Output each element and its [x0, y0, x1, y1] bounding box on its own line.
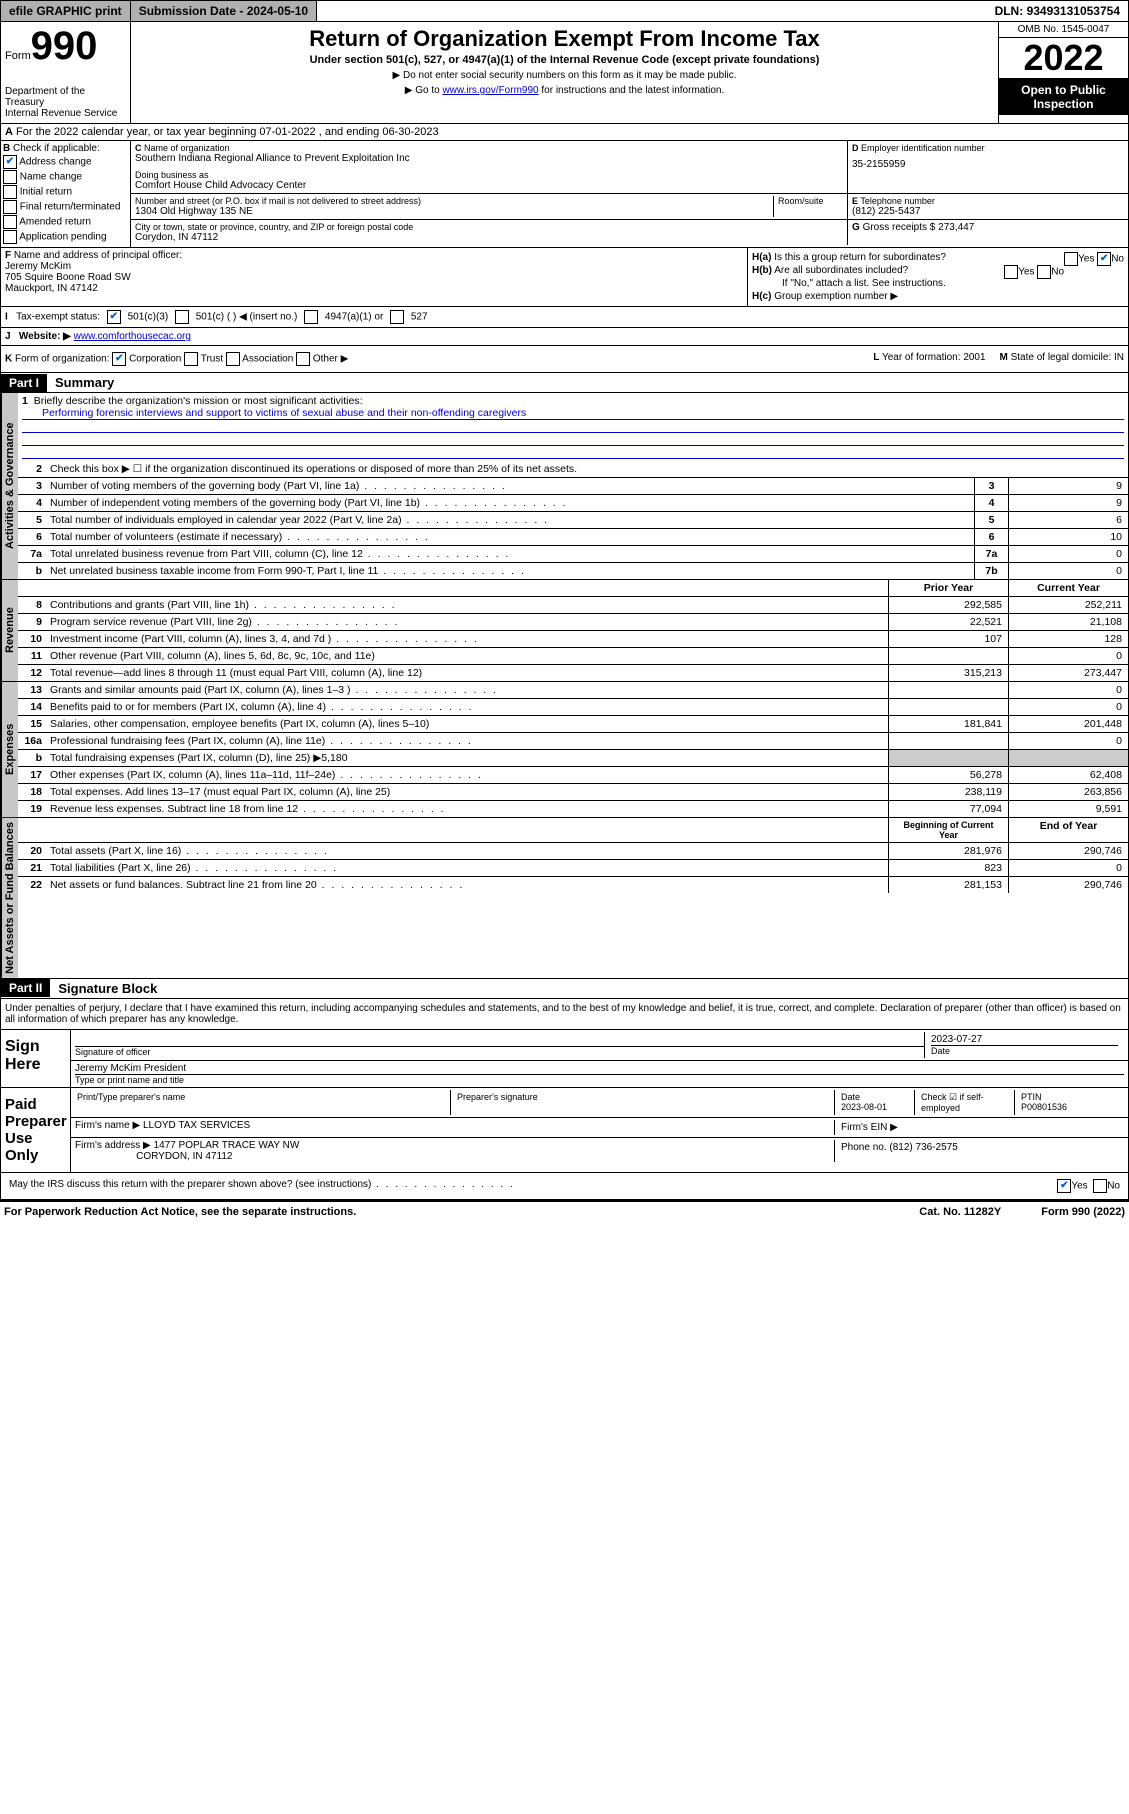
omb-number: OMB No. 1545-0047: [999, 22, 1128, 38]
vtab-revenue: Revenue: [1, 580, 18, 681]
state-domicile: IN: [1114, 352, 1124, 363]
cb-final-return[interactable]: Final return/terminated: [3, 200, 128, 214]
public-inspection: Open to Public Inspection: [999, 79, 1128, 115]
activities-governance: Activities & Governance 1 Briefly descri…: [0, 393, 1129, 580]
mission-text: Performing forensic interviews and suppo…: [22, 407, 1124, 420]
dln-label: DLN: 93493131053754: [987, 1, 1128, 21]
website-link[interactable]: www.comforthousecac.org: [74, 331, 191, 342]
dept-treasury: Department of the Treasury: [5, 86, 126, 108]
val-6: 10: [1008, 529, 1128, 545]
section-klm: K Form of organization: ✔ Corporation Tr…: [0, 346, 1129, 373]
val-5: 6: [1008, 512, 1128, 528]
section-bc: B Check if applicable: ✔ Address change …: [0, 141, 1129, 248]
cb-trust[interactable]: [184, 352, 198, 366]
firm-address: 1477 POPLAR TRACE WAY NW: [154, 1140, 300, 1151]
sign-here-label: Sign Here: [1, 1030, 71, 1087]
city-state-zip: Corydon, IN 47112: [135, 232, 843, 243]
ein: 35-2155959: [852, 159, 1124, 170]
form-subtitle: Under section 501(c), 527, or 4947(a)(1)…: [135, 54, 994, 66]
goto-note: ▶ Go to www.irs.gov/Form990 for instruct…: [135, 85, 994, 96]
year-formation: 2001: [963, 352, 985, 363]
signature-block: Under penalties of perjury, I declare th…: [0, 999, 1129, 1200]
prep-date: 2023-08-01: [841, 1102, 908, 1112]
ssn-note: ▶ Do not enter social security numbers o…: [135, 70, 994, 81]
officer-signed-name: Jeremy McKim President: [75, 1063, 1124, 1074]
cb-corporation[interactable]: ✔: [112, 352, 126, 366]
irs-label: Internal Revenue Service: [5, 108, 126, 119]
vtab-expenses: Expenses: [1, 682, 18, 817]
section-i: I Tax-exempt status: ✔ 501(c)(3) 501(c) …: [0, 307, 1129, 328]
sign-date: 2023-07-27: [931, 1034, 1118, 1045]
section-fh: F Name and address of principal officer:…: [0, 248, 1129, 307]
paid-preparer-label: Paid Preparer Use Only: [1, 1088, 71, 1172]
cb-4947[interactable]: [304, 310, 318, 324]
cb-name-change[interactable]: Name change: [3, 170, 128, 184]
efile-print-button[interactable]: efile GRAPHIC print: [1, 1, 131, 21]
dba-name: Comfort House Child Advocacy Center: [135, 180, 843, 191]
cb-association[interactable]: [226, 352, 240, 366]
row-a: A For the 2022 calendar year, or tax yea…: [0, 124, 1129, 141]
cb-discuss-no[interactable]: [1093, 1179, 1107, 1193]
irs-link[interactable]: www.irs.gov/Form990: [442, 85, 538, 96]
cb-address-change[interactable]: ✔ Address change: [3, 155, 128, 169]
top-bar: efile GRAPHIC print Submission Date - 20…: [0, 0, 1129, 22]
firm-phone: (812) 736-2575: [889, 1142, 957, 1153]
vtab-activities: Activities & Governance: [1, 393, 18, 579]
street-address: 1304 Old Highway 135 NE: [135, 206, 773, 217]
cb-501c[interactable]: [175, 310, 189, 324]
cb-527[interactable]: [390, 310, 404, 324]
revenue-section: Revenue Prior YearCurrent Year 8Contribu…: [0, 580, 1129, 682]
form-label: Form: [5, 50, 31, 62]
gross-receipts: 273,447: [938, 222, 974, 233]
cb-other[interactable]: [296, 352, 310, 366]
section-j: J Website: ▶ www.comforthousecac.org: [0, 328, 1129, 346]
val-4: 9: [1008, 495, 1128, 511]
val-7b: 0: [1008, 563, 1128, 579]
form-title: Return of Organization Exempt From Incom…: [135, 26, 994, 52]
net-assets-section: Net Assets or Fund Balances Beginning of…: [0, 818, 1129, 979]
vtab-net-assets: Net Assets or Fund Balances: [1, 818, 18, 978]
val-3: 9: [1008, 478, 1128, 494]
cb-initial-return[interactable]: Initial return: [3, 185, 128, 199]
cb-discuss-yes[interactable]: ✔: [1057, 1179, 1071, 1193]
val-7a: 0: [1008, 546, 1128, 562]
part2-header: Part II Signature Block: [0, 979, 1129, 999]
form-header: Form990 Department of the Treasury Inter…: [0, 22, 1129, 124]
telephone: (812) 225-5437: [852, 206, 1124, 217]
tax-year: 2022: [999, 38, 1128, 79]
org-name: Southern Indiana Regional Alliance to Pr…: [135, 153, 843, 164]
ptin: P00801536: [1021, 1102, 1118, 1112]
page-footer: For Paperwork Reduction Act Notice, see …: [0, 1200, 1129, 1222]
form-number: 990: [31, 24, 98, 68]
cb-application-pending[interactable]: Application pending: [3, 230, 128, 244]
expenses-section: Expenses 13Grants and similar amounts pa…: [0, 682, 1129, 818]
part1-header: Part I Summary: [0, 373, 1129, 393]
submission-date-button[interactable]: Submission Date - 2024-05-10: [131, 1, 317, 21]
cb-501c3[interactable]: ✔: [107, 310, 121, 324]
firm-name: LLOYD TAX SERVICES: [143, 1120, 250, 1131]
cb-amended-return[interactable]: Amended return: [3, 215, 128, 229]
officer-name: Jeremy McKim: [5, 261, 71, 272]
